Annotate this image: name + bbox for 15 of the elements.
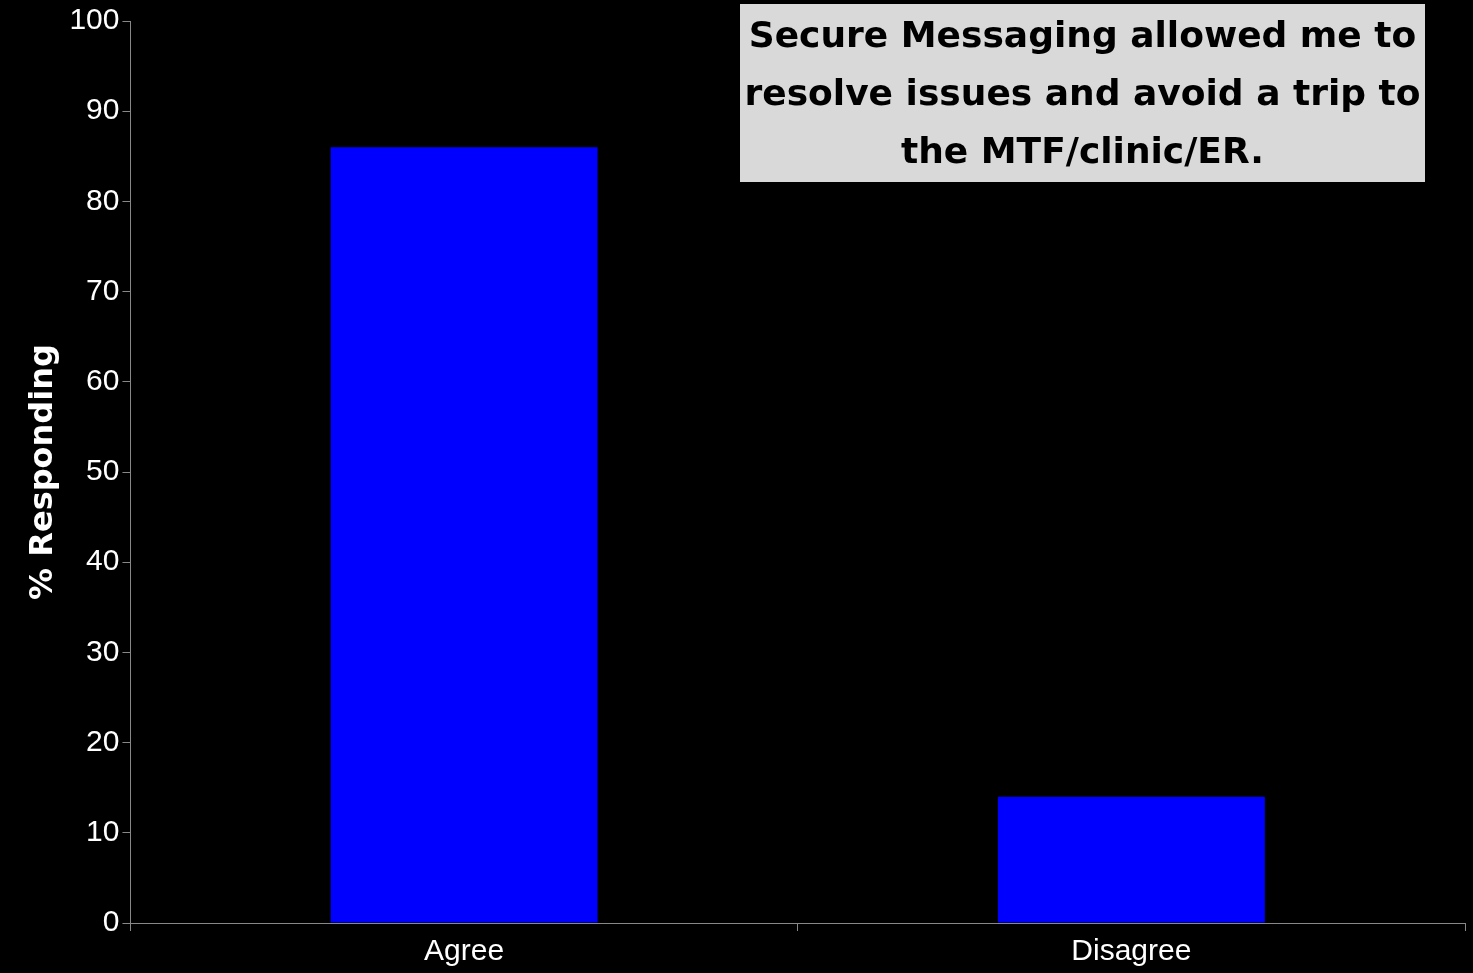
text: Secure Messaging allowed me to resolve issues and avoid a trip to the MTF/clinic/ER. bbox=[740, 4, 1425, 182]
y-tick-label: 30 bbox=[86, 633, 120, 667]
y-tick-label: 50 bbox=[86, 453, 120, 487]
y-tick-label: 0 bbox=[102, 904, 120, 938]
y-tick-label: 80 bbox=[86, 182, 120, 216]
y-tick-label: 10 bbox=[86, 814, 120, 848]
y-tick-label: 70 bbox=[86, 272, 120, 306]
y-tick-label: 40 bbox=[86, 543, 120, 577]
y-tick-label: 90 bbox=[86, 92, 120, 126]
y-tick-label: 60 bbox=[86, 363, 120, 397]
x-tick-label: Agree bbox=[424, 933, 505, 967]
y-tick-label: 100 bbox=[69, 2, 120, 36]
x-tick-label: Disagree bbox=[1071, 933, 1192, 967]
y-axis-title: % Responding bbox=[21, 344, 60, 600]
y-tick-label: 20 bbox=[86, 723, 120, 757]
